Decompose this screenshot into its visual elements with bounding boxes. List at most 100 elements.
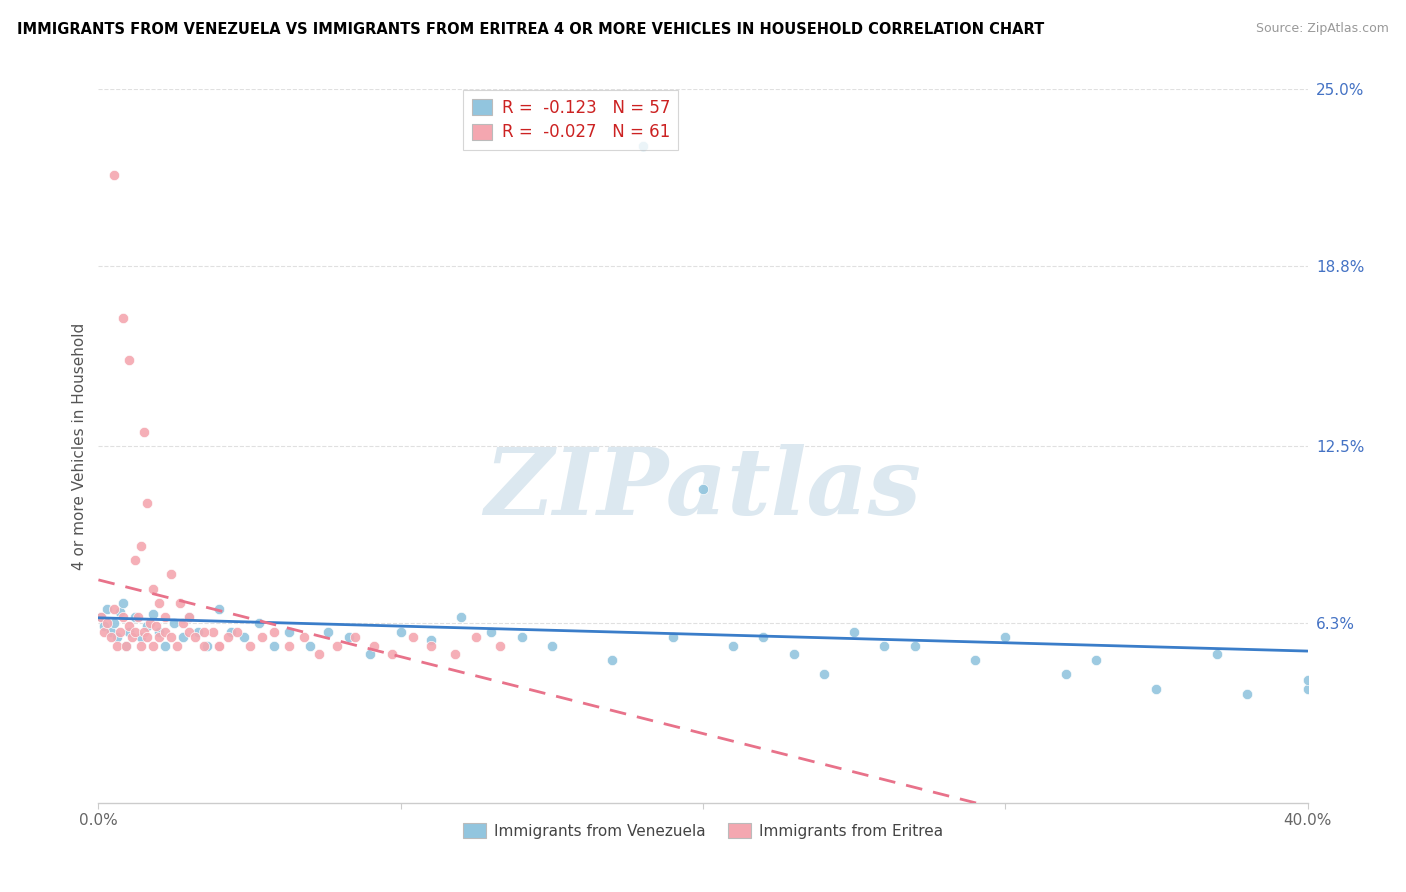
Point [124,553,146,567]
Point [111,310,134,325]
Point [135,619,157,633]
Point [783,648,806,662]
Point [247,615,270,630]
Point [277,639,299,653]
Point [308,648,330,662]
Point [135,496,157,510]
Point [263,624,285,639]
Point [1296,673,1319,687]
Y-axis label: 4 or more Vehicles in Household: 4 or more Vehicles in Household [72,322,87,570]
Point [208,639,231,653]
Point [363,639,385,653]
Point [221,624,243,639]
Point [489,639,512,653]
Point [193,624,215,639]
Text: IMMIGRANTS FROM VENEZUELA VS IMMIGRANTS FROM ERITREA 4 OR MORE VEHICLES IN HOUSE: IMMIGRANTS FROM VENEZUELA VS IMMIGRANTS … [17,22,1045,37]
Point [420,633,443,648]
Point [208,601,231,615]
Point [153,610,176,624]
Point [108,605,131,619]
Point [179,610,201,624]
Point [90,610,112,624]
Point [381,648,404,662]
Point [118,619,141,633]
Point [129,539,152,553]
Point [444,648,467,662]
Point [105,630,128,644]
Point [121,630,143,644]
Point [965,653,987,667]
Point [402,630,425,644]
Point [179,610,201,624]
Point [179,624,201,639]
Point [1054,667,1077,681]
Point [132,624,155,639]
Point [96,615,118,630]
Point [163,615,186,630]
Point [103,601,125,615]
Point [118,624,141,639]
Point [124,624,146,639]
Point [90,610,112,624]
Point [148,596,170,610]
Point [844,624,866,639]
Point [103,168,125,182]
Point [337,630,360,644]
Point [142,639,165,653]
Point [93,619,115,633]
Legend: Immigrants from Venezuela, Immigrants from Eritrea: Immigrants from Venezuela, Immigrants fr… [457,817,949,845]
Point [994,630,1017,644]
Point [326,639,349,653]
Point [124,610,146,624]
Point [187,624,209,639]
Point [239,639,262,653]
Point [208,639,231,653]
Point [602,653,624,667]
Point [135,630,157,644]
Point [510,630,533,644]
Point [813,667,835,681]
Point [169,596,191,610]
Point [142,607,165,622]
Point [723,639,745,653]
Point [226,624,249,639]
Point [481,624,503,639]
Point [277,624,299,639]
Point [904,639,927,653]
Point [160,630,183,644]
Point [752,630,775,644]
Point [105,639,128,653]
Point [1206,648,1229,662]
Point [661,630,683,644]
Point [160,567,183,582]
Point [129,639,152,653]
Point [1144,681,1167,696]
Point [145,619,167,633]
Point [1236,687,1258,701]
Point [100,630,122,644]
Point [316,624,339,639]
Point [389,624,412,639]
Point [108,624,131,639]
Point [540,639,562,653]
Point [114,639,136,653]
Text: Source: ZipAtlas.com: Source: ZipAtlas.com [1256,22,1389,36]
Point [292,630,315,644]
Point [153,624,176,639]
Point [166,639,188,653]
Point [450,610,472,624]
Point [139,615,162,630]
Point [111,610,134,624]
Point [631,139,654,153]
Point [299,639,322,653]
Point [96,601,118,615]
Point [250,630,273,644]
Point [1296,681,1319,696]
Point [344,630,367,644]
Point [93,624,115,639]
Point [148,624,170,639]
Point [103,615,125,630]
Point [142,582,165,596]
Point [360,648,382,662]
Text: ZIPatlas: ZIPatlas [485,444,921,533]
